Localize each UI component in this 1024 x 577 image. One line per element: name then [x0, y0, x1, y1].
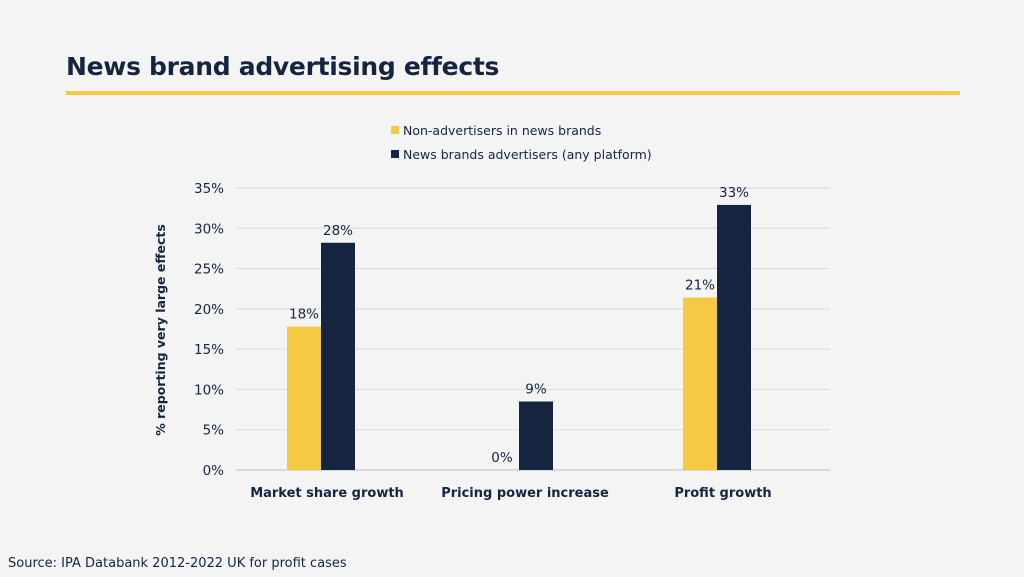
data-label: 0% — [491, 450, 513, 466]
legend-label: News brands advertisers (any platform) — [403, 147, 652, 162]
title-underline — [66, 91, 960, 95]
bar — [321, 242, 355, 470]
y-axis-ticks: 0% 5% 10% 15% 20% 25% 30% 35% — [194, 181, 224, 479]
data-label: 33% — [719, 185, 749, 201]
legend-label: Non-advertisers in news brands — [403, 123, 601, 138]
y-tick-label: 25% — [194, 262, 224, 278]
y-axis-label: % reporting very large effects — [153, 224, 168, 436]
bar — [519, 401, 553, 470]
data-label: 18% — [289, 307, 319, 323]
y-tick-label: 15% — [194, 342, 224, 358]
bar — [683, 297, 717, 470]
y-tick-label: 30% — [194, 221, 224, 237]
x-axis-categories: Market share growth Pricing power increas… — [250, 486, 772, 501]
bar-data-labels: 18% 28% 0% 9% 21% 33% — [289, 185, 749, 466]
source-note: Source: IPA Databank 2012-2022 UK for pr… — [8, 556, 347, 571]
chart-bars — [287, 204, 751, 471]
y-tick-label: 20% — [194, 302, 224, 318]
bar — [287, 326, 321, 470]
x-category-label: Profit growth — [674, 486, 771, 501]
y-tick-label: 5% — [203, 423, 225, 439]
data-label: 28% — [323, 223, 353, 239]
x-category-label: Market share growth — [250, 486, 404, 501]
y-tick-label: 10% — [194, 382, 224, 398]
x-category-label: Pricing power increase — [441, 486, 609, 501]
data-label: 9% — [525, 382, 547, 398]
page-title: News brand advertising effects — [66, 52, 500, 81]
legend-swatch — [391, 126, 399, 134]
data-label: 21% — [685, 278, 715, 294]
y-tick-label: 0% — [203, 463, 225, 479]
chart-legend: Non-advertisers in news brands News brand… — [391, 123, 652, 162]
y-tick-label: 35% — [194, 181, 224, 197]
bar — [717, 204, 751, 471]
legend-swatch — [391, 150, 399, 158]
